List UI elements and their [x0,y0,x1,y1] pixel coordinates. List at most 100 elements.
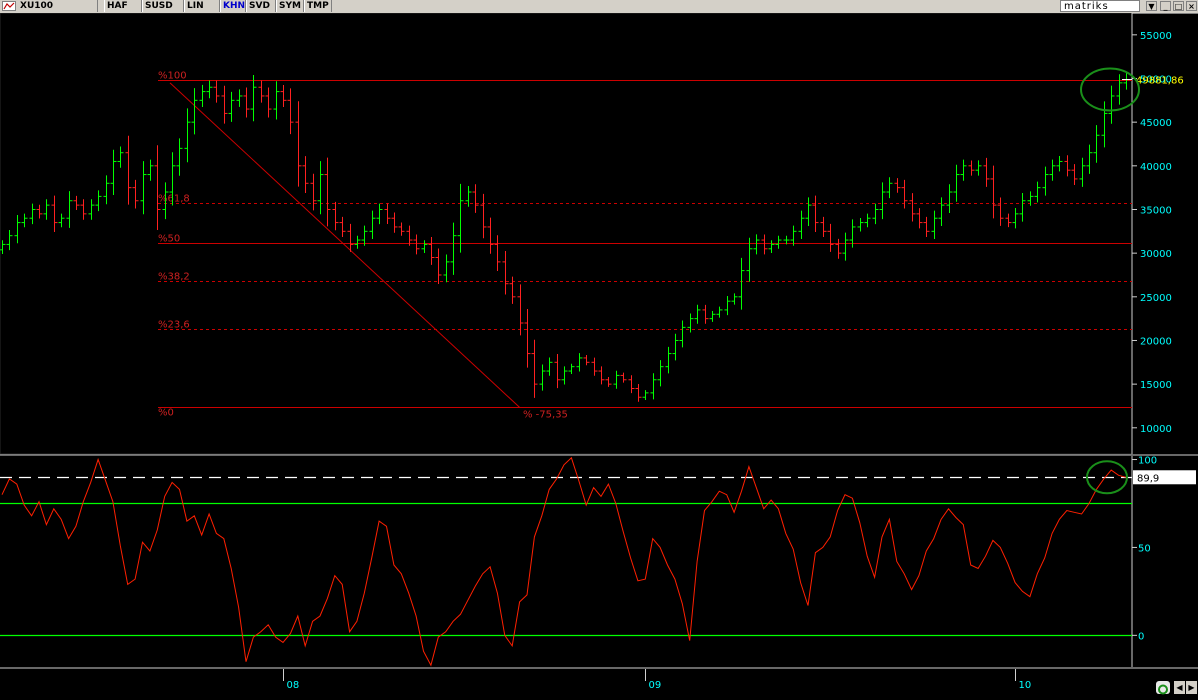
price-bar [561,366,568,385]
price-bar [1027,191,1034,206]
price-bar [1012,208,1019,229]
price-bar [709,310,716,322]
price-bar [457,183,464,253]
rsi-series [1,456,1127,667]
price-bar [1101,101,1108,148]
refresh-icon[interactable] [1156,681,1170,695]
symbol-label[interactable]: XU100 [18,0,98,12]
price-bar [702,304,709,324]
price-bar [228,91,235,122]
price-bar [642,390,649,400]
price-bar [620,372,627,383]
price-bar [73,195,80,210]
price-bars [0,72,1130,402]
time-axis: 08 09 10 [0,667,1198,695]
price-tick-label: 55000 [1140,31,1172,42]
price-bar [147,159,154,181]
price-panel: %100 %61,8 %50 %38,2 %23,6 %0 % -75,35 10000 15… [0,13,1184,455]
toolbar-button-lin[interactable]: LIN [184,0,220,12]
price-bar [206,80,213,99]
price-bar [317,161,324,215]
price-bar [51,195,58,233]
price-bar [546,357,553,376]
price-bar [265,87,272,118]
price-bar [1056,155,1063,172]
price-bar [1019,192,1026,222]
price-bar [376,203,383,225]
price-bar [509,276,516,304]
price-bar [36,204,43,219]
fib-label-2: %50 [158,234,180,245]
price-tick-label: 15000 [1140,380,1172,391]
price-bar [58,213,65,228]
toolbar-button-svd[interactable]: SVD [246,0,276,12]
price-bar [694,304,701,324]
toolbar-button-susd[interactable]: SUSD [142,0,184,12]
price-bar [450,222,457,275]
price-bar [968,160,975,176]
price-bar [443,254,450,283]
price-bar [487,217,494,254]
price-bar [960,159,967,181]
price-bar [1079,157,1086,187]
price-bar [472,184,479,213]
price-bar [258,80,265,103]
price-bar [117,146,124,168]
chart-type-icon[interactable] [2,1,16,11]
fib-label-3: %38,2 [158,272,190,283]
price-bar [583,355,590,366]
fib-label-1: %61,8 [158,194,190,205]
minimize-icon[interactable]: _ [1160,1,1171,11]
price-bar [953,164,960,202]
price-bar [990,165,997,219]
fibonacci-levels: %100 %61,8 %50 %38,2 %23,6 %0 % -75,35 [158,71,1132,421]
dropdown-icon[interactable]: ▼ [1146,1,1157,11]
price-bar [295,101,302,187]
fib-label-5: %0 [158,408,174,419]
price-bar [354,235,361,249]
price-bar [879,182,886,220]
price-bar [827,223,834,252]
scroll-right-icon[interactable]: ▶ [1186,681,1197,694]
price-bar [1042,166,1049,196]
price-bar [635,383,642,402]
price-bar [857,218,864,232]
price-bar [768,240,775,254]
price-bar [110,149,117,196]
toolbar-button-khn[interactable]: KHN [220,0,246,12]
price-bar [14,214,21,244]
toolbar-button-sym[interactable]: SYM [276,0,304,12]
price-bar [531,339,538,398]
price-bar [679,320,686,348]
price-bar [931,210,938,239]
brand-logo: matriks [1060,0,1140,12]
scroll-left-icon[interactable]: ◀ [1174,681,1185,694]
rsi-value-box [1133,470,1196,485]
toolbar-button-haf[interactable]: HAF [104,0,142,12]
rsi-axis: 0 50 100 89,9 [1086,456,1196,642]
price-bar [465,186,472,207]
price-bar [287,88,294,135]
price-bar [894,178,901,193]
price-bar [494,235,501,272]
price-bar [176,138,183,176]
last-price-label: 49881,86 [1136,76,1184,87]
price-bar [184,108,191,163]
price-bar [199,84,206,108]
price-bar [805,197,812,226]
toolbar-button-tmp[interactable]: TMP [304,0,332,12]
price-bar [554,353,561,389]
rsi-line [1,456,1127,667]
price-bar [273,81,280,120]
price-tick-label: 10000 [1140,424,1172,435]
price-bar [1116,74,1123,105]
price-bar [1034,181,1041,203]
rsi-panel: 0 50 100 89,9 [0,456,1196,667]
price-axis: 10000 15000 20000 25000 30000 35000 40000 45000… [1080,31,1184,435]
rsi-reference-lines [0,476,1132,637]
price-bar [1093,125,1100,163]
close-icon[interactable]: × [1186,1,1197,11]
price-tick-label: 20000 [1140,336,1172,347]
maximize-icon[interactable]: □ [1173,1,1184,11]
price-bar [665,346,672,374]
